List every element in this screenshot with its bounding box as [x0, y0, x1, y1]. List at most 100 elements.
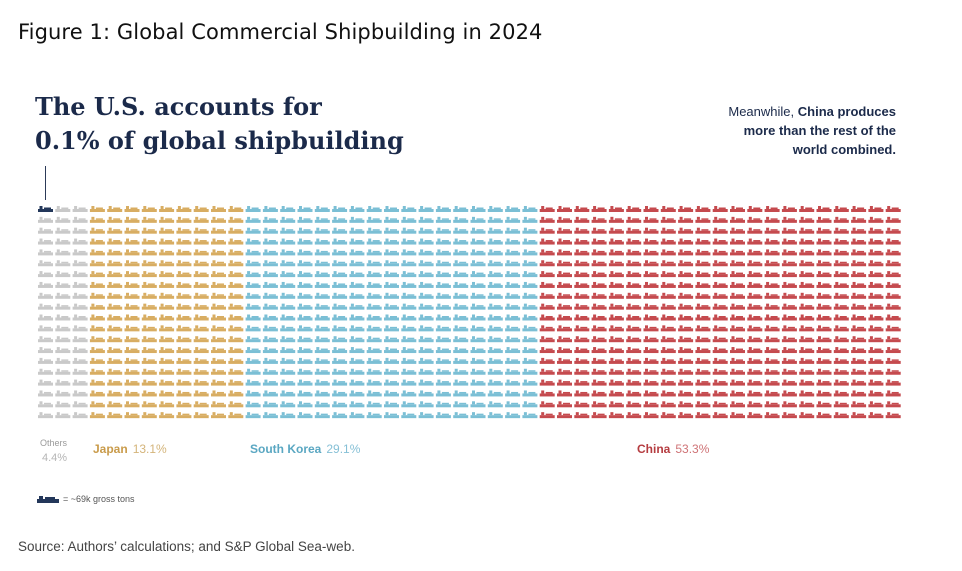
ship-icon [851, 412, 867, 419]
ship-icon [470, 260, 486, 267]
ship-icon [505, 303, 521, 310]
ship-icon [678, 325, 694, 332]
ship-icon [228, 249, 244, 256]
ship-icon [332, 249, 348, 256]
source-note: Source: Authors’ calculations; and S&P G… [18, 539, 355, 554]
ship-icon [712, 325, 728, 332]
ship-icon [730, 303, 745, 310]
ship-icon [141, 336, 157, 343]
ship-icon [591, 271, 607, 278]
ship-icon [38, 379, 53, 386]
ship-icon [211, 206, 226, 212]
ship-icon [522, 249, 538, 256]
ship-icon [55, 336, 71, 343]
ship-icon [591, 357, 607, 364]
ship-icon [851, 260, 867, 267]
ship-icon [799, 336, 815, 343]
ship-icon [401, 412, 417, 419]
ship-icon [557, 390, 572, 397]
ship-icon [366, 368, 382, 375]
ship-icon [159, 347, 175, 354]
ship-icon [418, 401, 434, 408]
ship-icon [557, 249, 572, 256]
ship-icon [349, 401, 365, 408]
ship-icon [747, 271, 763, 278]
ship-icon [851, 325, 867, 332]
ship-icon [435, 216, 451, 223]
ship-icon [470, 401, 486, 408]
ship-icon [712, 281, 728, 288]
ship-icon [487, 379, 503, 386]
figure-title: Figure 1: Global Commercial Shipbuilding… [18, 20, 543, 44]
ship-icon [487, 390, 503, 397]
ship-icon [141, 325, 157, 332]
ship-icon [228, 379, 244, 386]
ship-icon [557, 368, 572, 375]
ship-icon [591, 314, 607, 321]
ship-icon [591, 260, 607, 267]
ship-icon [418, 314, 434, 321]
ship-icon [626, 390, 642, 397]
ship-icon [591, 227, 607, 234]
ship-icon [833, 206, 849, 212]
ship-icon [626, 249, 642, 256]
ship-icon [262, 238, 278, 245]
ship-icon [124, 314, 140, 321]
ship-icon [349, 303, 365, 310]
ship-icon [280, 314, 296, 321]
ship-icon [159, 390, 175, 397]
ship-icon [660, 271, 676, 278]
ship-icon [124, 347, 140, 354]
ship-icon [228, 271, 244, 278]
ship-icon [107, 314, 123, 321]
ship-icon [72, 303, 88, 310]
ship-icon [487, 227, 503, 234]
ship-icon [228, 227, 244, 234]
ship-icon [384, 227, 399, 234]
ship-icon [245, 271, 261, 278]
ship-icon [228, 325, 244, 332]
ship-icon [643, 281, 659, 288]
ship-icon [280, 238, 296, 245]
ship-icon [401, 357, 417, 364]
ship-icon [418, 325, 434, 332]
ship-icon [695, 368, 711, 375]
ship-icon [280, 249, 296, 256]
ship-icon [678, 271, 694, 278]
ship-icon [643, 249, 659, 256]
ship-icon [193, 390, 209, 397]
ship-icon [262, 249, 278, 256]
ship-icon [107, 379, 123, 386]
ship-icon [539, 238, 555, 245]
ship-icon [124, 303, 140, 310]
ship-icon [262, 357, 278, 364]
ship-icon [833, 260, 849, 267]
ship-icon [401, 314, 417, 321]
ship-icon [193, 368, 209, 375]
ship-icon [193, 347, 209, 354]
ship-icon [695, 357, 711, 364]
ship-icon [349, 314, 365, 321]
ship-icon [557, 379, 572, 386]
ship-icon [816, 401, 832, 408]
ship-icon [453, 412, 469, 419]
ship-icon [695, 249, 711, 256]
ship-icon [89, 347, 105, 354]
ship-icon [799, 281, 815, 288]
ship-icon [245, 379, 261, 386]
ship-icon [470, 216, 486, 223]
ship-icon [297, 401, 313, 408]
label-japan-pct: 13.1% [132, 442, 167, 456]
ship-icon [453, 206, 469, 212]
ship-icon [851, 314, 867, 321]
ship-icon [297, 216, 313, 223]
ship-icon [695, 292, 711, 299]
ship-icon [747, 227, 763, 234]
ship-icon [678, 336, 694, 343]
ship-icon [384, 412, 399, 419]
ship-icon [176, 249, 192, 256]
ship-icon [349, 347, 365, 354]
ship-icon [522, 281, 538, 288]
ship-icon [89, 325, 105, 332]
ship-icon [435, 292, 451, 299]
